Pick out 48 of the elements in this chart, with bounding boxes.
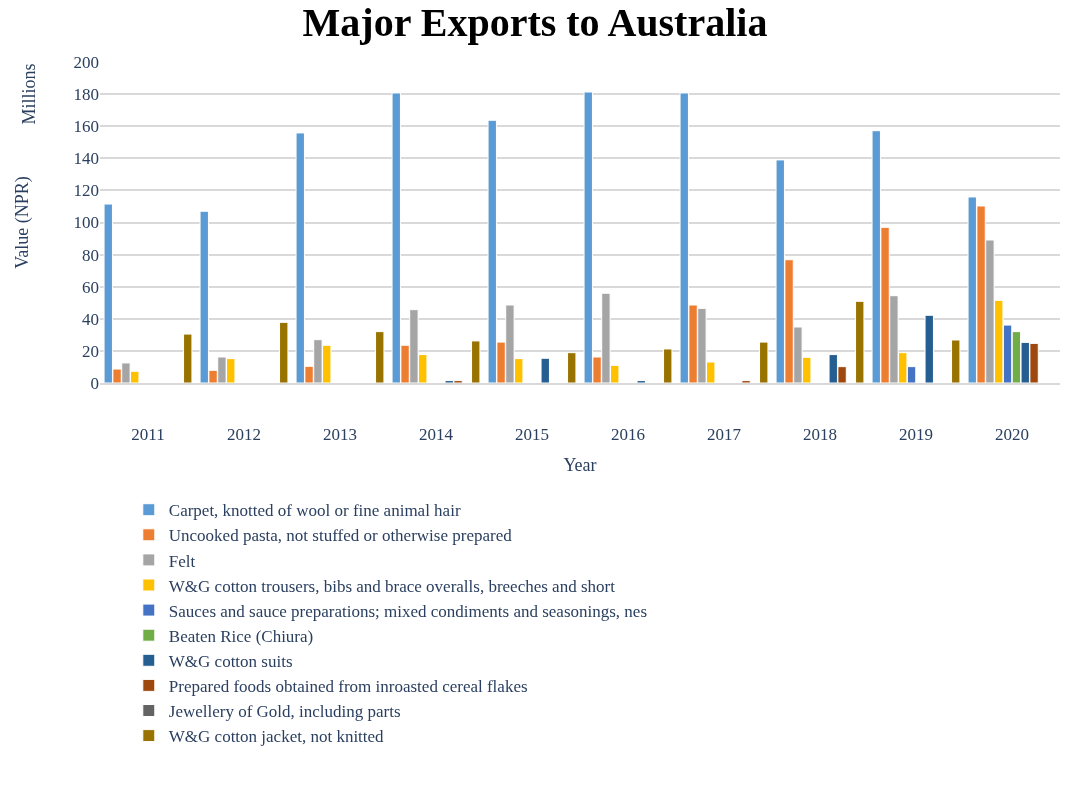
y-tick-label: 180 — [73, 85, 99, 105]
chart-title: Major Exports to Australia — [302, 0, 768, 46]
legend-label: Jewellery of Gold, including parts — [168, 702, 401, 722]
x-tick-label: 2012 — [227, 425, 261, 445]
y-tick-label: 80 — [82, 245, 99, 265]
x-tick-label: 2015 — [515, 425, 549, 445]
x-tick-label: 2011 — [131, 425, 165, 445]
y-tick-label: 40 — [82, 309, 99, 329]
bar — [951, 339, 961, 383]
y-tick-label: 0 — [90, 373, 99, 393]
bar — [375, 331, 385, 383]
x-tick-label: 2014 — [419, 425, 454, 445]
bar — [279, 321, 289, 383]
bar — [636, 380, 646, 383]
y-tick-label: 160 — [73, 117, 99, 137]
legend-label: Beaten Rice (Chiura) — [168, 626, 314, 646]
y-tick-label: 20 — [82, 341, 99, 361]
bar — [183, 333, 193, 383]
bar — [924, 314, 934, 383]
text: Millions — [18, 63, 39, 125]
legend-label: Prepared foods obtained from inroasted cereal flakes — [168, 677, 528, 697]
y-tick-label: 60 — [82, 277, 99, 297]
bar — [471, 340, 481, 383]
bar — [663, 348, 673, 383]
x-tick-label: 2017 — [707, 425, 742, 445]
legend-label: Uncooked pasta, not stuffed or otherwise prepared — [168, 526, 513, 546]
x-tick-label: 2018 — [803, 425, 837, 445]
bar — [540, 357, 550, 383]
y-axis-title: Value (NPR) — [11, 176, 33, 269]
legend-label: Sauces and sauce preparations; mixed condiments and seasonings, nes — [168, 601, 648, 621]
bar — [855, 300, 865, 383]
y-tick-label: 100 — [73, 213, 99, 233]
legend-label: W&G cotton trousers, bibs and brace overalls, breeches and short — [168, 576, 616, 596]
bar — [741, 380, 751, 383]
legend-label: Carpet, knotted of wool or fine animal hair — [168, 501, 461, 521]
bar — [567, 352, 577, 383]
bar — [759, 341, 769, 383]
y-tick-label: 120 — [73, 181, 99, 201]
x-tick-label: 2020 — [995, 425, 1029, 445]
y-tick-label: 140 — [73, 149, 99, 169]
x-tick-label: 2016 — [611, 425, 645, 445]
legend-label: W&G cotton suits — [168, 651, 293, 671]
x-axis-title: Year — [563, 454, 597, 475]
y-tick-label: 200 — [73, 52, 99, 72]
x-tick-label: 2019 — [899, 425, 933, 445]
legend-label: Felt — [168, 551, 196, 571]
x-tick-label: 2013 — [323, 425, 357, 445]
legend-label: W&G cotton jacket, not knitted — [168, 727, 385, 747]
